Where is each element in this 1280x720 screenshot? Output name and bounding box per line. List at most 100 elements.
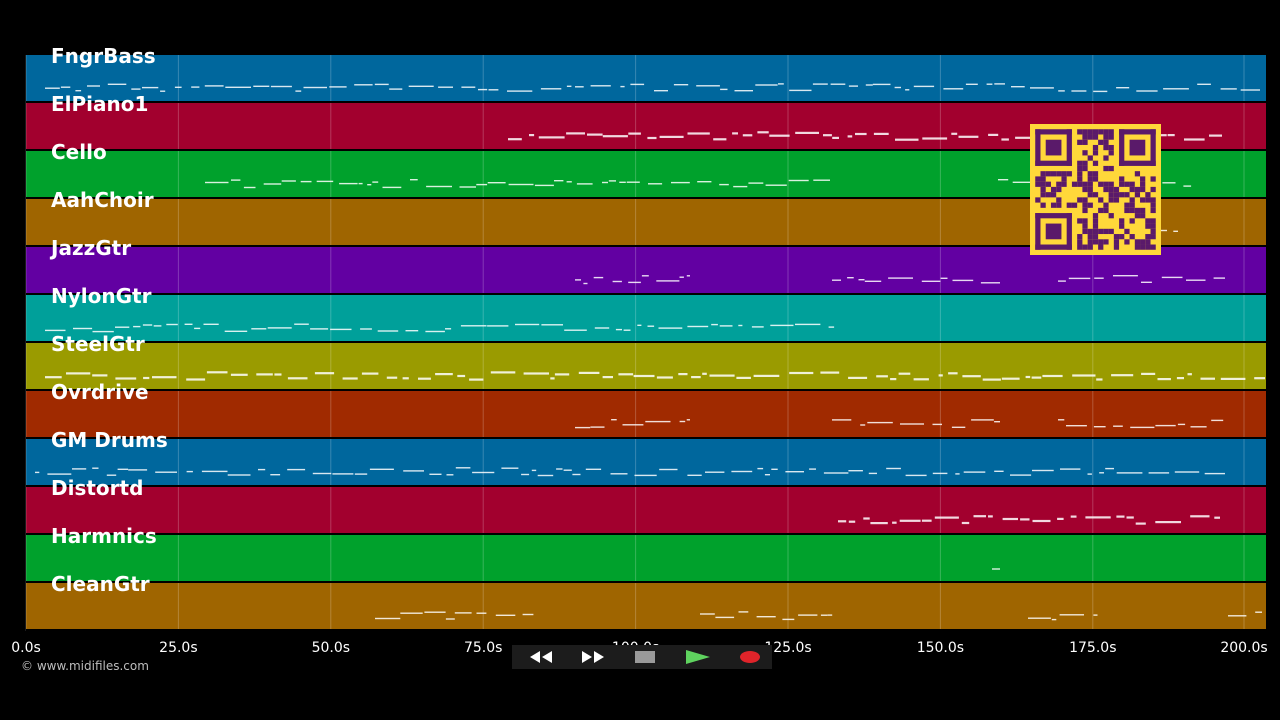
time-tick-label: 175.0s [1069, 640, 1117, 656]
qr-module [1103, 155, 1109, 161]
qr-module [1145, 234, 1151, 240]
track-name: AahChoir [51, 188, 154, 212]
qr-module [1134, 207, 1141, 214]
qr-module [1098, 181, 1104, 187]
play-icon [686, 650, 710, 664]
qr-module [1061, 181, 1067, 187]
time-tick-label: 200.0s [1220, 640, 1268, 656]
qr-module [1108, 144, 1114, 151]
qr-module [1145, 218, 1151, 224]
track-name: Distortd [51, 476, 144, 500]
qr-module [1082, 244, 1088, 250]
qr-module [1092, 239, 1099, 245]
qr-module [1113, 239, 1120, 245]
track-name: JazzGtr [51, 236, 132, 260]
qr-module [1035, 181, 1041, 187]
qr-module [1050, 171, 1057, 177]
fast-forward-button[interactable] [570, 646, 616, 668]
time-tick-label: 75.0s [463, 640, 503, 656]
qr-module [1150, 244, 1156, 250]
qr-module [1108, 228, 1114, 235]
qr-module [1061, 171, 1067, 177]
qr-module [1087, 244, 1093, 250]
qr-module [1098, 139, 1104, 145]
qr-module [1035, 129, 1072, 135]
qr-module [1129, 197, 1135, 203]
qr-module [1092, 213, 1099, 219]
qr-module [1082, 197, 1088, 203]
qr-module [1140, 181, 1146, 187]
qr-module [1150, 228, 1156, 235]
qr-module [1108, 150, 1114, 156]
qr-module [1087, 155, 1093, 161]
qr-module [1045, 139, 1062, 156]
qr-module [1077, 239, 1083, 245]
qr-code [1030, 124, 1161, 255]
qr-module [1082, 223, 1088, 229]
qr-module [1082, 165, 1088, 172]
track-lane [26, 487, 1266, 533]
qr-module [1077, 139, 1083, 145]
qr-module [1050, 202, 1057, 208]
qr-module [1150, 186, 1156, 193]
time-tick-label: 125.0s [764, 640, 812, 656]
qr-module [1124, 181, 1130, 187]
qr-module [1113, 186, 1120, 193]
qr-module [1087, 239, 1093, 245]
record-button[interactable] [727, 646, 773, 668]
qr-module [1108, 134, 1114, 140]
qr-module [1098, 244, 1104, 250]
qr-module [1140, 186, 1146, 193]
qr-module [1082, 228, 1088, 235]
track-lane [26, 439, 1266, 485]
qr-module [1035, 129, 1041, 166]
time-tick-label: 0.0s [11, 640, 41, 656]
qr-module [1145, 197, 1151, 203]
qr-module [1129, 139, 1146, 156]
qr-module [1124, 192, 1130, 198]
qr-module [1119, 181, 1125, 187]
qr-module [1077, 176, 1083, 182]
qr-module [1066, 213, 1072, 250]
qr-module [1108, 197, 1114, 203]
qr-module [1119, 223, 1125, 229]
qr-module [1087, 234, 1093, 240]
qr-module [1087, 202, 1093, 208]
track-lane [26, 535, 1266, 581]
qr-module [1140, 176, 1146, 182]
qr-module [1092, 223, 1099, 229]
qr-module [1045, 192, 1051, 198]
qr-module [1103, 144, 1109, 151]
qr-module [1103, 239, 1109, 245]
track-lane [26, 295, 1266, 341]
qr-module [1129, 234, 1135, 240]
qr-module [1113, 192, 1120, 198]
qr-module [1092, 160, 1099, 166]
qr-module [1077, 165, 1083, 172]
qr-module [1098, 197, 1104, 203]
qr-module [1129, 181, 1135, 187]
play-button[interactable] [675, 646, 721, 668]
track-lane [26, 583, 1266, 629]
qr-module [1092, 171, 1099, 177]
rewind-button[interactable] [518, 646, 564, 668]
qr-module [1119, 234, 1125, 240]
stop-button[interactable] [622, 646, 668, 668]
qr-module [1150, 197, 1156, 203]
qr-module [1134, 186, 1141, 193]
qr-module [1050, 186, 1057, 193]
qr-module [1082, 186, 1088, 193]
qr-module [1082, 218, 1088, 224]
qr-module [1056, 181, 1062, 187]
qr-module [1071, 181, 1078, 187]
qr-module [1082, 207, 1088, 214]
track-name: FngrBass [51, 44, 156, 68]
qr-module [1035, 244, 1072, 250]
qr-module [1045, 171, 1051, 177]
qr-module [1119, 218, 1125, 224]
qr-module [1098, 239, 1104, 245]
qr-module [1108, 165, 1114, 172]
qr-module [1087, 228, 1093, 235]
qr-module [1129, 186, 1135, 193]
